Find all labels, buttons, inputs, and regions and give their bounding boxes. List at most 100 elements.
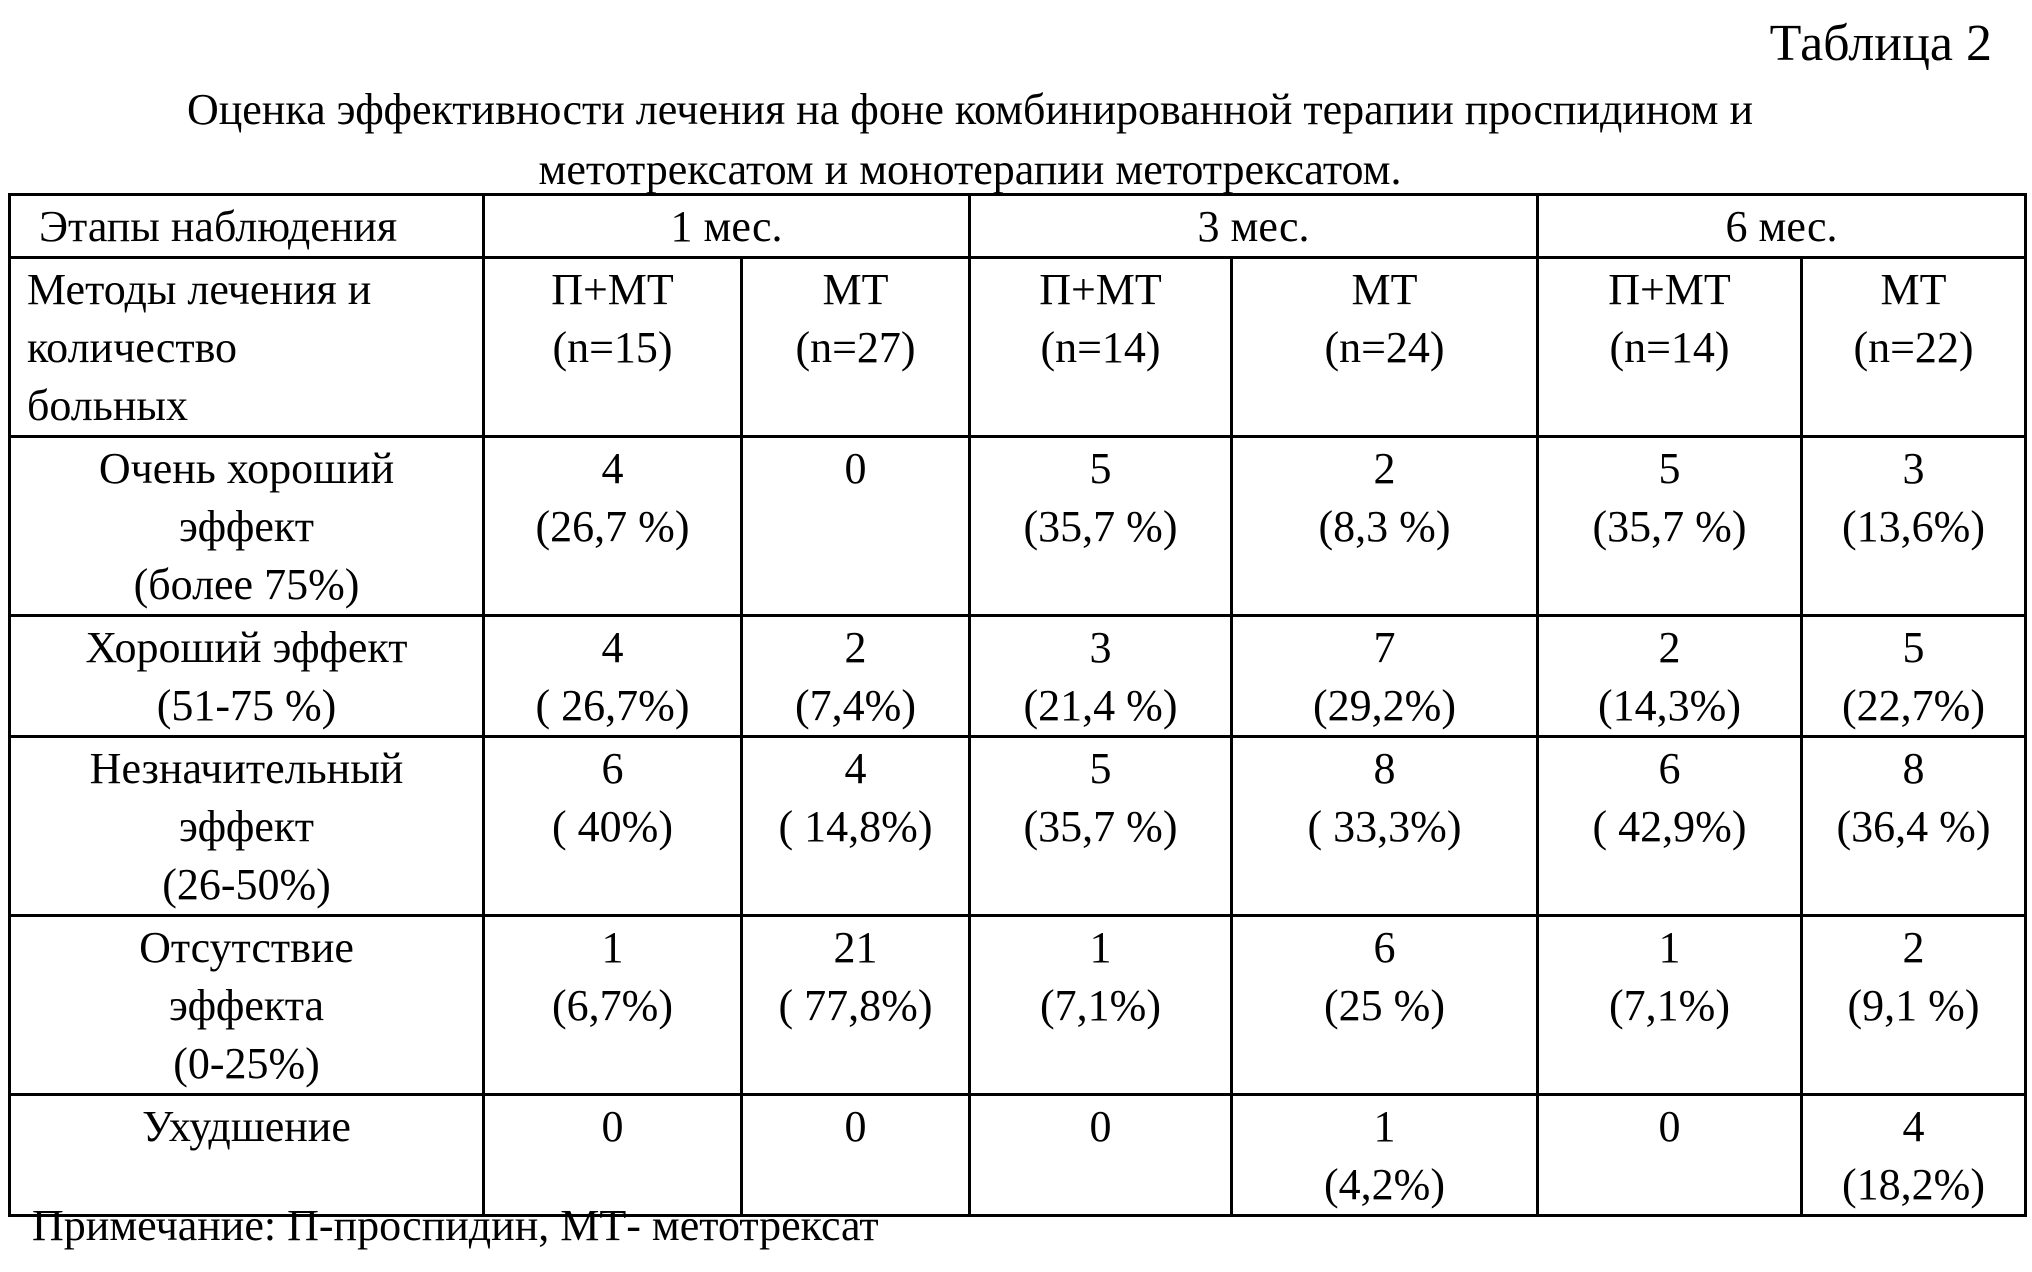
table-row: Отсутствиеэффекта(0-25%) 1(6,7%) 21( 77,… bbox=[10, 916, 2026, 1095]
cell-percent: (6,7%) bbox=[489, 977, 736, 1035]
row-label-line: Отсутствие bbox=[15, 919, 478, 977]
data-cell: 7(29,2%) bbox=[1232, 616, 1538, 737]
cell-count: 2 bbox=[1237, 440, 1532, 498]
cell-count: 0 bbox=[747, 1098, 964, 1156]
cell-percent: (35,7 %) bbox=[975, 798, 1226, 856]
cell-count: 1 bbox=[489, 919, 736, 977]
period-header: 3 мес. bbox=[970, 195, 1538, 258]
cell-count: 4 bbox=[489, 619, 736, 677]
data-cell: 0 bbox=[484, 1095, 742, 1216]
data-cell: 0 bbox=[742, 437, 970, 616]
group-n: (n=14) bbox=[1543, 319, 1796, 377]
period-header: 6 мес. bbox=[1538, 195, 2026, 258]
cell-count: 0 bbox=[975, 1098, 1226, 1156]
cell-percent: (35,7 %) bbox=[975, 498, 1226, 556]
row-label: Очень хорошийэффект(более 75%) bbox=[10, 437, 484, 616]
cell-count: 1 bbox=[975, 919, 1226, 977]
cell-count: 3 bbox=[1807, 440, 2020, 498]
data-cell: 2(8,3 %) bbox=[1232, 437, 1538, 616]
cell-count: 5 bbox=[1807, 619, 2020, 677]
data-cell: 5(35,7 %) bbox=[1538, 437, 1802, 616]
group-n: (n=14) bbox=[975, 319, 1226, 377]
cell-count: 1 bbox=[1543, 919, 1796, 977]
data-cell: 5(35,7 %) bbox=[970, 437, 1232, 616]
group-n: (n=24) bbox=[1237, 319, 1532, 377]
row-label-line: Ухудшение bbox=[15, 1098, 478, 1156]
row-label-line: Незначительный bbox=[15, 740, 478, 798]
cell-percent: ( 33,3%) bbox=[1237, 798, 1532, 856]
group-name: МТ bbox=[1237, 261, 1532, 319]
group-header: МТ(n=27) bbox=[742, 258, 970, 437]
methods-label-line: количество bbox=[27, 319, 466, 377]
data-cell: 5(22,7%) bbox=[1802, 616, 2026, 737]
cell-percent: (4,2%) bbox=[1237, 1156, 1532, 1214]
data-cell: 6( 40%) bbox=[484, 737, 742, 916]
cell-percent: (8,3 %) bbox=[1237, 498, 1532, 556]
results-table: Этапы наблюдения 1 мес. 3 мес. 6 мес. Ме… bbox=[8, 193, 2027, 1217]
data-cell: 1(6,7%) bbox=[484, 916, 742, 1095]
row-label-line: (более 75%) bbox=[15, 556, 478, 614]
period-header: 1 мес. bbox=[484, 195, 970, 258]
data-cell: 4(26,7 %) bbox=[484, 437, 742, 616]
methods-label-line: Методы лечения и bbox=[27, 261, 466, 319]
stages-row: Этапы наблюдения 1 мес. 3 мес. 6 мес. bbox=[10, 195, 2026, 258]
cell-percent: (26,7 %) bbox=[489, 498, 736, 556]
row-label-line: эффект bbox=[15, 498, 478, 556]
table-row: Незначительныйэффект(26-50%) 6( 40%) 4( … bbox=[10, 737, 2026, 916]
group-header: МТ(n=24) bbox=[1232, 258, 1538, 437]
row-label-line: эффекта bbox=[15, 977, 478, 1035]
group-header: П+МТ(n=15) bbox=[484, 258, 742, 437]
group-name: П+МТ bbox=[1543, 261, 1796, 319]
data-cell: 6(25 %) bbox=[1232, 916, 1538, 1095]
data-cell: 8(36,4 %) bbox=[1802, 737, 2026, 916]
cell-count: 5 bbox=[975, 440, 1226, 498]
cell-count: 0 bbox=[1543, 1098, 1796, 1156]
row-label: Ухудшение bbox=[10, 1095, 484, 1216]
cell-percent: (7,4%) bbox=[747, 677, 964, 735]
data-cell: 4( 26,7%) bbox=[484, 616, 742, 737]
group-name: МТ bbox=[747, 261, 964, 319]
data-cell: 4( 14,8%) bbox=[742, 737, 970, 916]
cell-count: 8 bbox=[1237, 740, 1532, 798]
data-cell: 0 bbox=[742, 1095, 970, 1216]
group-header: МТ(n=22) bbox=[1802, 258, 2026, 437]
title-line-2: метотрексатом и монотерапии метотрексато… bbox=[0, 140, 1940, 200]
cell-percent: ( 40%) bbox=[489, 798, 736, 856]
table-row: Очень хорошийэффект(более 75%) 4(26,7 %)… bbox=[10, 437, 2026, 616]
data-cell: 6( 42,9%) bbox=[1538, 737, 1802, 916]
row-label-line: Очень хороший bbox=[15, 440, 478, 498]
cell-percent: (7,1%) bbox=[1543, 977, 1796, 1035]
cell-count: 4 bbox=[1807, 1098, 2020, 1156]
group-n: (n=15) bbox=[489, 319, 736, 377]
cell-count: 21 bbox=[747, 919, 964, 977]
row-label-line: (0-25%) bbox=[15, 1035, 478, 1093]
cell-percent: (25 %) bbox=[1237, 977, 1532, 1035]
cell-count: 6 bbox=[1237, 919, 1532, 977]
group-header: П+МТ(n=14) bbox=[970, 258, 1232, 437]
cell-percent: (36,4 %) bbox=[1807, 798, 2020, 856]
group-name: П+МТ bbox=[975, 261, 1226, 319]
row-label-line: Хороший эффект bbox=[15, 619, 478, 677]
cell-percent: ( 14,8%) bbox=[747, 798, 964, 856]
group-name: МТ bbox=[1807, 261, 2020, 319]
data-cell: 4(18,2%) bbox=[1802, 1095, 2026, 1216]
cell-count: 1 bbox=[1237, 1098, 1532, 1156]
methods-label-line: больных bbox=[27, 377, 466, 435]
data-cell: 1(7,1%) bbox=[1538, 916, 1802, 1095]
cell-count: 3 bbox=[975, 619, 1226, 677]
cell-percent: (21,4 %) bbox=[975, 677, 1226, 735]
cell-count: 0 bbox=[747, 440, 964, 498]
group-n: (n=27) bbox=[747, 319, 964, 377]
cell-percent: (9,1 %) bbox=[1807, 977, 2020, 1035]
cell-percent: ( 77,8%) bbox=[747, 977, 964, 1035]
cell-percent: (13,6%) bbox=[1807, 498, 2020, 556]
table-title: Оценка эффективности лечения на фоне ком… bbox=[0, 80, 1940, 200]
cell-percent: ( 26,7%) bbox=[489, 677, 736, 735]
data-cell: 5(35,7 %) bbox=[970, 737, 1232, 916]
data-cell: 2(9,1 %) bbox=[1802, 916, 2026, 1095]
cell-count: 4 bbox=[489, 440, 736, 498]
cell-percent: (35,7 %) bbox=[1543, 498, 1796, 556]
cell-percent: (14,3%) bbox=[1543, 677, 1796, 735]
data-cell: 3(13,6%) bbox=[1802, 437, 2026, 616]
table-row: Хороший эффект(51-75 %) 4( 26,7%) 2(7,4%… bbox=[10, 616, 2026, 737]
